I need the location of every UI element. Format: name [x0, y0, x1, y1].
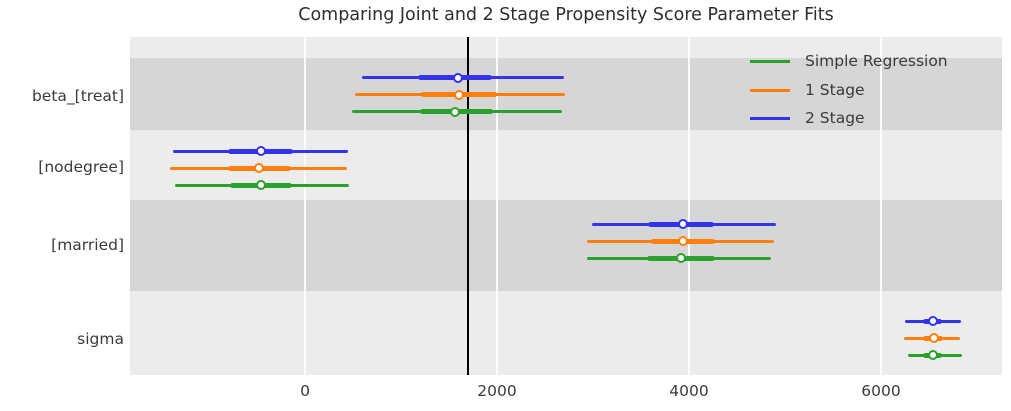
gridline [688, 37, 691, 375]
median-marker [675, 253, 686, 263]
category-band [130, 58, 1002, 130]
legend-line-swatch [750, 116, 790, 120]
median-marker [452, 72, 463, 83]
y-tick-label: [nodegree] [38, 158, 124, 176]
y-tick-label: [married] [51, 236, 124, 254]
legend-item: 2 Stage [750, 108, 865, 128]
legend-label: 1 Stage [805, 81, 865, 99]
gridline [496, 37, 499, 375]
median-marker [255, 146, 266, 156]
median-marker [453, 89, 464, 100]
median-marker [927, 316, 938, 326]
median-marker [253, 163, 264, 173]
median-marker [678, 236, 689, 246]
legend-item: Simple Regression [750, 51, 948, 71]
legend-label: 2 Stage [805, 109, 865, 127]
reference-line [466, 37, 469, 375]
x-tick-label: 2000 [477, 382, 517, 400]
y-tick-label: beta_[treat] [31, 87, 124, 105]
gridline [880, 37, 883, 375]
median-marker [255, 180, 266, 190]
x-tick-label: 4000 [669, 382, 709, 400]
median-marker [450, 106, 461, 117]
legend-line-swatch [750, 88, 790, 92]
category-band [130, 200, 1002, 291]
median-marker [927, 350, 938, 360]
x-tick-label: 0 [300, 382, 310, 400]
median-marker [678, 219, 689, 229]
legend-line-swatch [750, 59, 790, 63]
gridline [304, 37, 306, 375]
y-tick-label: sigma [77, 330, 124, 348]
x-tick-label: 6000 [861, 382, 901, 400]
legend-label: Simple Regression [805, 52, 948, 70]
chart-title: Comparing Joint and 2 Stage Propensity S… [298, 5, 834, 25]
legend-item: 1 Stage [750, 80, 865, 100]
median-marker [928, 333, 939, 343]
plot-area: Simple Regression 1 Stage 2 Stage [130, 37, 1002, 375]
